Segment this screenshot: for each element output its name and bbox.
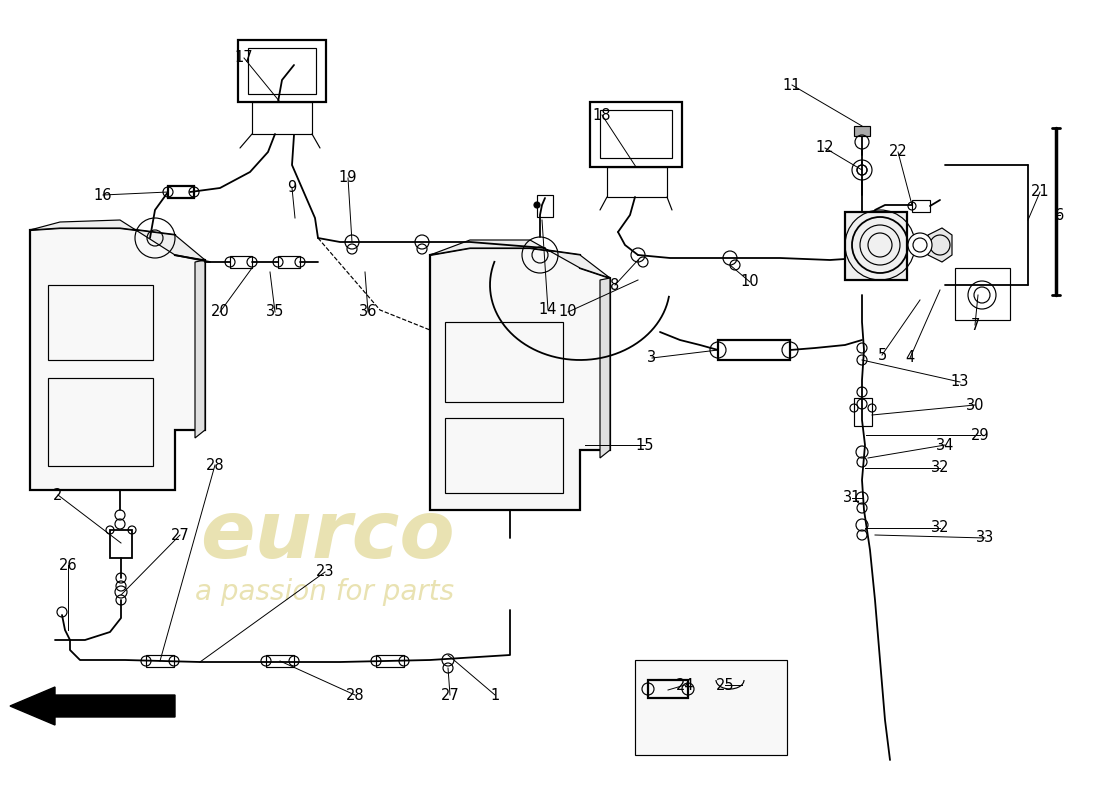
Polygon shape xyxy=(600,278,610,458)
Text: 10: 10 xyxy=(559,305,578,319)
Bar xyxy=(168,186,194,198)
Text: 21: 21 xyxy=(1031,185,1049,199)
Text: 11: 11 xyxy=(783,78,801,93)
Text: 29: 29 xyxy=(970,427,989,442)
Polygon shape xyxy=(430,240,610,278)
Text: 13: 13 xyxy=(950,374,969,390)
Text: 6: 6 xyxy=(1055,207,1065,222)
Bar xyxy=(230,256,252,268)
Bar xyxy=(854,398,872,426)
Text: 25: 25 xyxy=(716,678,735,693)
Text: 32: 32 xyxy=(931,461,949,475)
Bar xyxy=(376,655,404,667)
Bar xyxy=(110,530,132,558)
Text: 10: 10 xyxy=(740,274,759,290)
Text: 23: 23 xyxy=(316,565,334,579)
Text: 16: 16 xyxy=(94,187,112,202)
Bar xyxy=(718,340,790,360)
Text: 17: 17 xyxy=(234,50,253,66)
Bar xyxy=(648,680,688,698)
Text: 35: 35 xyxy=(266,305,284,319)
Bar xyxy=(146,655,174,667)
Polygon shape xyxy=(928,228,952,262)
Text: 15: 15 xyxy=(636,438,654,453)
Text: 1: 1 xyxy=(491,687,499,702)
Bar xyxy=(238,40,326,102)
Text: 3: 3 xyxy=(648,350,657,366)
Bar xyxy=(537,195,553,217)
Polygon shape xyxy=(30,220,205,260)
Text: 20: 20 xyxy=(210,305,230,319)
Text: 26: 26 xyxy=(58,558,77,573)
Bar xyxy=(955,268,1010,320)
Text: 30: 30 xyxy=(966,398,984,413)
Bar xyxy=(635,660,786,755)
Bar xyxy=(590,102,682,167)
Text: 32: 32 xyxy=(931,521,949,535)
Text: 34: 34 xyxy=(936,438,954,453)
Text: 27: 27 xyxy=(170,527,189,542)
Text: 7: 7 xyxy=(970,318,980,333)
Text: 9: 9 xyxy=(287,181,297,195)
Text: 4: 4 xyxy=(905,350,914,366)
Bar xyxy=(446,322,563,402)
Text: 19: 19 xyxy=(339,170,358,186)
Text: 28: 28 xyxy=(345,687,364,702)
Bar xyxy=(278,256,300,268)
Circle shape xyxy=(534,202,540,208)
Bar xyxy=(912,200,930,212)
Text: 22: 22 xyxy=(889,145,908,159)
FancyArrow shape xyxy=(10,687,175,725)
Polygon shape xyxy=(195,260,205,438)
Bar xyxy=(266,655,294,667)
Bar xyxy=(446,418,563,493)
Text: 36: 36 xyxy=(359,305,377,319)
Bar xyxy=(248,48,316,94)
Polygon shape xyxy=(30,228,205,490)
Bar xyxy=(600,110,672,158)
Text: 33: 33 xyxy=(976,530,994,546)
Text: 24: 24 xyxy=(675,678,694,693)
Text: 12: 12 xyxy=(816,141,834,155)
Text: 8: 8 xyxy=(610,278,619,293)
Text: 31: 31 xyxy=(843,490,861,506)
Bar xyxy=(607,167,667,197)
Bar xyxy=(48,378,153,466)
Polygon shape xyxy=(430,248,610,510)
Bar xyxy=(845,212,908,280)
Bar xyxy=(854,126,870,136)
Text: 27: 27 xyxy=(441,687,460,702)
Text: 28: 28 xyxy=(206,458,224,473)
Text: eurco: eurco xyxy=(200,497,454,575)
Text: 2: 2 xyxy=(53,487,63,502)
Bar xyxy=(252,102,312,134)
Bar xyxy=(48,285,153,360)
Text: a passion for parts: a passion for parts xyxy=(195,578,454,606)
Text: 5: 5 xyxy=(878,347,887,362)
Text: 14: 14 xyxy=(539,302,558,318)
Text: 18: 18 xyxy=(593,107,612,122)
Circle shape xyxy=(908,233,932,257)
